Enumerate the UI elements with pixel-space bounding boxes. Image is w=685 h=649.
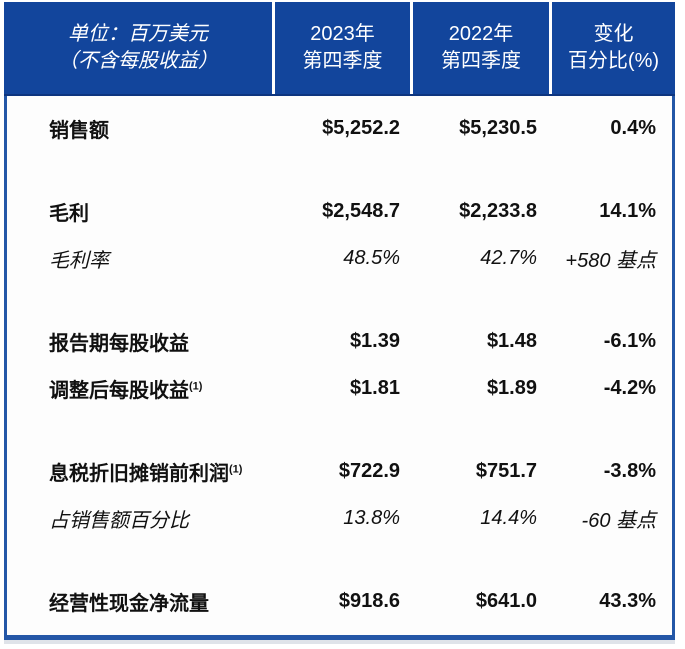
value-2023-q4: 13.8% (343, 507, 400, 529)
table-row: 占销售额百分比 13.8% 14.4% -60 基点 (7, 495, 672, 542)
table-bottom-shadow (4, 640, 675, 644)
value-2022-q4: $641.0 (475, 590, 537, 612)
row-label: 销售额 (49, 120, 109, 142)
value-2022-q4: $2,233.8 (459, 200, 537, 222)
value-change-pct: -6.1% (603, 330, 656, 352)
column-header-2023-line1: 2023年 (310, 23, 375, 45)
value-2023-q4: 48.5% (343, 247, 400, 269)
footnote-marker: (1) (229, 463, 243, 476)
value-change-pct: 43.3% (599, 590, 656, 612)
column-header-change-line1: 变化 (593, 23, 634, 45)
row-label: 经营性现金净流量 (49, 593, 209, 615)
value-change-pct: -3.8% (603, 460, 656, 482)
value-2023-q4: $1.39 (349, 330, 400, 352)
row-label: 占销售额百分比 (49, 510, 189, 532)
table-body: 销售额 $5,252.2 $5,230.5 0.4% 毛利 $2,548.7 $2,233.… (4, 96, 675, 640)
financial-table: 单位：百万美元 （不含每股收益） 2023年 第四季度 2022年 第四季度 变… (4, 2, 675, 644)
table-row: 销售额 $5,252.2 $5,230.5 0.4% (7, 105, 672, 152)
value-2022-q4: $1.89 (486, 377, 537, 399)
value-2023-q4: $2,548.7 (322, 200, 400, 222)
column-header-2023-q4: 2023年 第四季度 (272, 2, 410, 94)
column-header-2023-line2: 第四季度 (302, 50, 383, 72)
row-label: 调整后每股收益(1) (49, 380, 203, 402)
value-2023-q4: $1.81 (349, 377, 400, 399)
value-change-pct: +580 基点 (565, 250, 656, 272)
value-change-pct: -60 基点 (581, 510, 656, 532)
table-row: 报告期每股收益 $1.39 $1.48 -6.1% (7, 318, 672, 365)
value-2022-q4: $751.7 (475, 460, 537, 482)
column-header-change-line2: 百分比(%) (567, 50, 660, 72)
value-2022-q4: 42.7% (480, 247, 537, 269)
value-change-pct: 0.4% (610, 117, 656, 139)
table-row: 毛利 $2,548.7 $2,233.8 14.1% (7, 188, 672, 235)
row-label: 毛利率 (49, 250, 109, 272)
value-2022-q4: 14.4% (480, 507, 537, 529)
table-header: 单位：百万美元 （不含每股收益） 2023年 第四季度 2022年 第四季度 变… (4, 2, 675, 96)
value-2022-q4: $1.48 (486, 330, 537, 352)
value-2023-q4: $722.9 (338, 460, 400, 482)
table-row: 息税折旧摊销前利润(1) $722.9 $751.7 -3.8% (7, 448, 672, 495)
unit-note-cell: 单位：百万美元 （不含每股收益） (4, 2, 272, 94)
row-label: 息税折旧摊销前利润(1) (49, 463, 243, 485)
unit-note-line2: （不含每股收益） (58, 50, 218, 72)
column-header-2022-q4: 2022年 第四季度 (410, 2, 549, 94)
table-row: 经营性现金净流量 $918.6 $641.0 43.3% (7, 578, 672, 625)
unit-note-line1: 单位：百万美元 (68, 23, 208, 45)
value-2023-q4: $918.6 (338, 590, 400, 612)
column-header-change-pct: 变化 百分比(%) (549, 2, 675, 94)
column-header-2022-line2: 第四季度 (441, 50, 521, 72)
value-2022-q4: $5,230.5 (459, 117, 537, 139)
table-row: 调整后每股收益(1) $1.81 $1.89 -4.2% (7, 365, 672, 412)
value-change-pct: -4.2% (603, 377, 656, 399)
row-label: 报告期每股收益 (49, 333, 189, 355)
value-2023-q4: $5,252.2 (322, 117, 400, 139)
footnote-marker: (1) (189, 380, 203, 393)
row-label: 毛利 (49, 203, 89, 225)
value-change-pct: 14.1% (599, 200, 656, 222)
column-header-2022-line1: 2022年 (448, 23, 514, 45)
table-row: 毛利率 48.5% 42.7% +580 基点 (7, 235, 672, 282)
